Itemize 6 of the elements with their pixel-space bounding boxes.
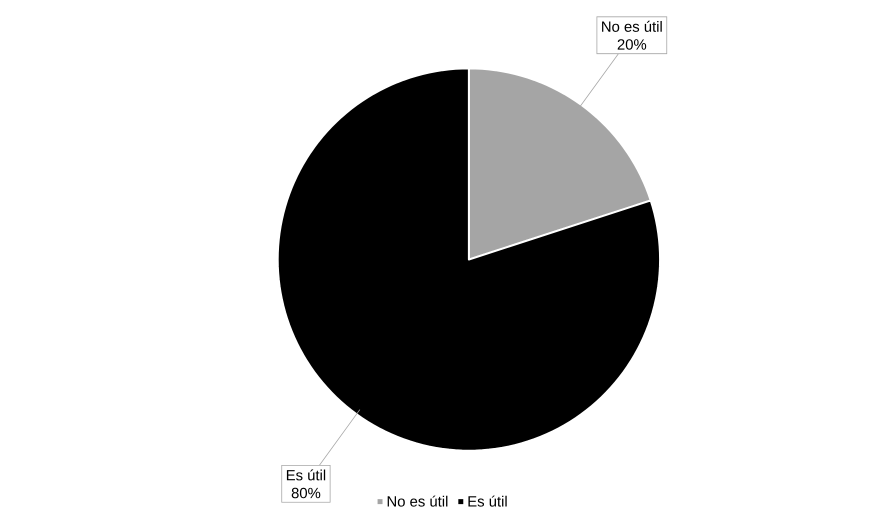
- data-label: 80%: [292, 488, 320, 498]
- legend-label: Es útil: [468, 496, 507, 507]
- data-label: 20%: [618, 39, 646, 50]
- slice-label: Es útil: [286, 469, 326, 480]
- legend-label: No es útil: [388, 496, 448, 507]
- slice-label: No es útil: [602, 20, 662, 32]
